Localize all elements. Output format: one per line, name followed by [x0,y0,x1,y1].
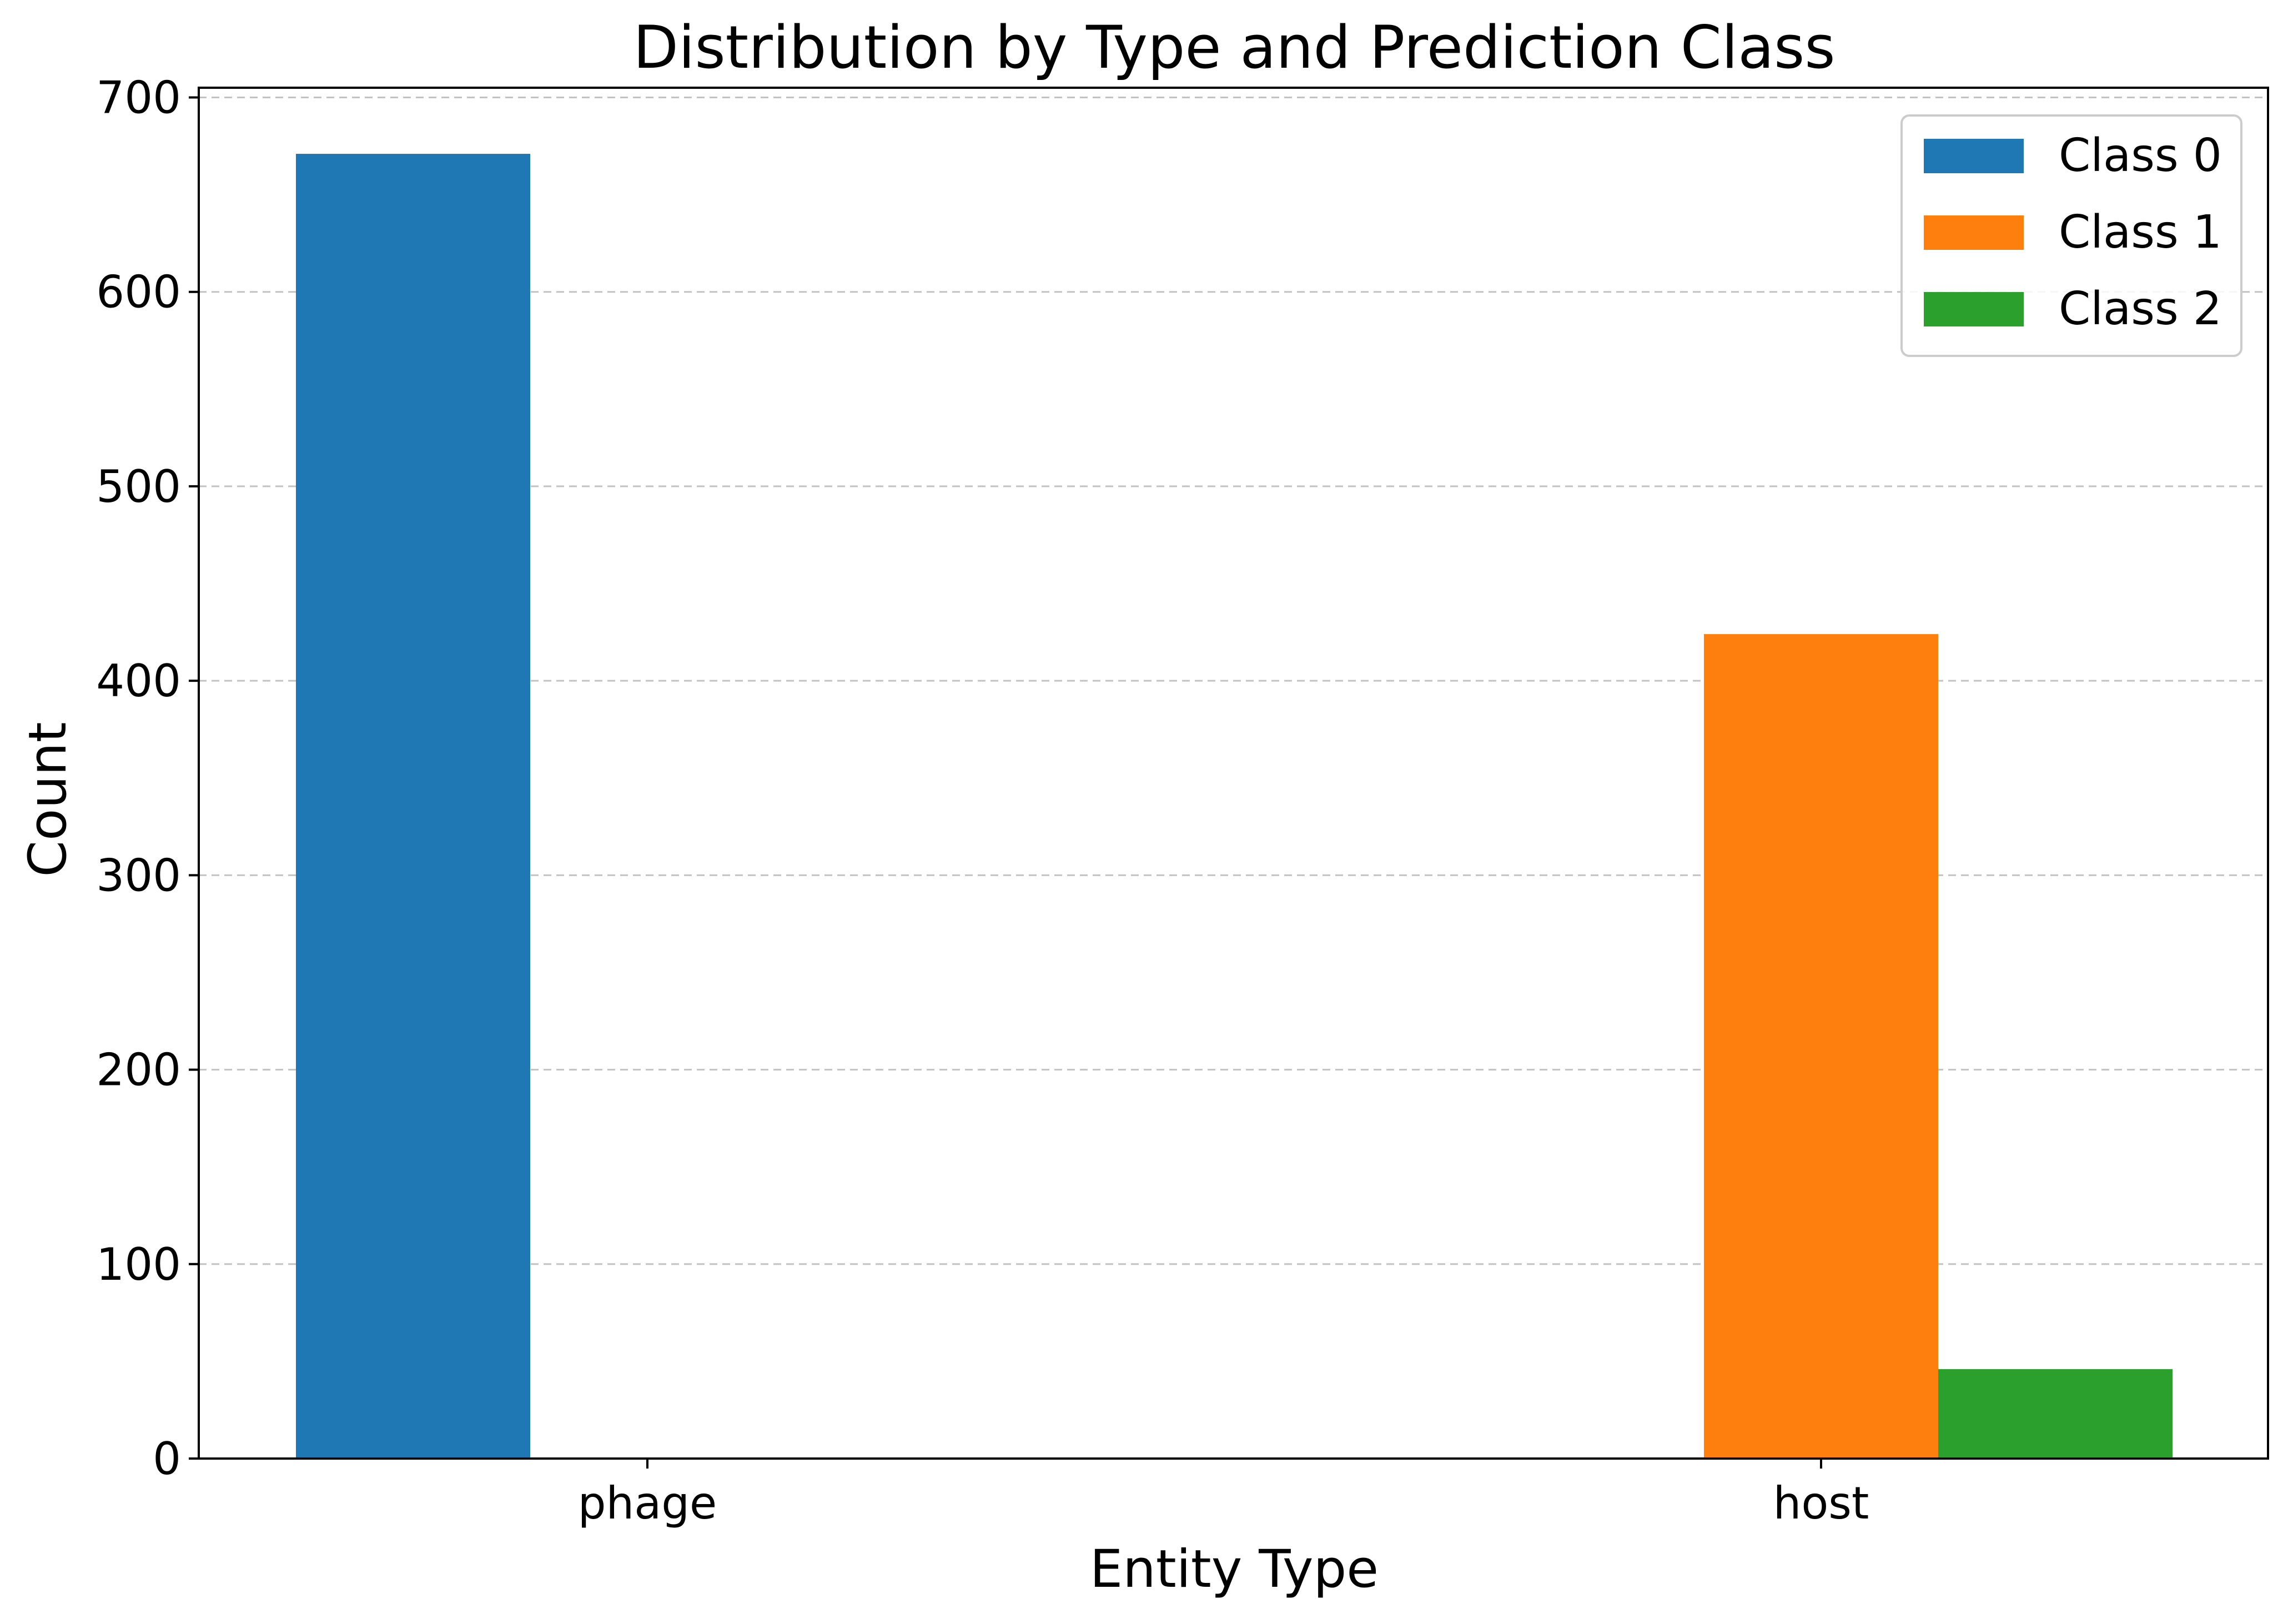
legend-swatch [1924,215,2024,250]
plot-frame [198,87,2269,1460]
y-tick-label: 0 [153,1433,181,1485]
legend-swatch [1924,139,2024,173]
y-tick-label: 500 [96,461,181,512]
y-axis: 0 100 200 300 400 500 600 700 [96,72,199,1485]
y-tick-label: 400 [96,655,181,707]
y-tick-label: 200 [96,1044,181,1096]
y-tick-label: 100 [96,1239,181,1290]
legend-label: Class 0 [2059,129,2222,182]
bar-class-1-host [1704,634,1938,1459]
bar-class-0-phage [296,154,530,1459]
x-axis: phage host [578,1459,1869,1529]
y-tick-label: 300 [96,849,181,901]
y-tick-label: 600 [96,267,181,318]
x-tick-label: host [1773,1477,1869,1529]
legend-swatch [1924,292,2024,326]
bars [296,154,2173,1459]
y-axis-label: Count [18,722,78,877]
chart-title: Distribution by Type and Prediction Clas… [633,13,1835,82]
legend-label: Class 1 [2059,206,2222,259]
y-tick-label: 700 [96,72,181,124]
bar-class-2-host [1938,1369,2173,1459]
x-axis-label: Entity Type [1090,1539,1379,1600]
legend: Class 0 Class 1 Class 2 [1900,114,2242,357]
x-tick-label: phage [578,1477,717,1529]
legend-label: Class 2 [2059,283,2222,335]
